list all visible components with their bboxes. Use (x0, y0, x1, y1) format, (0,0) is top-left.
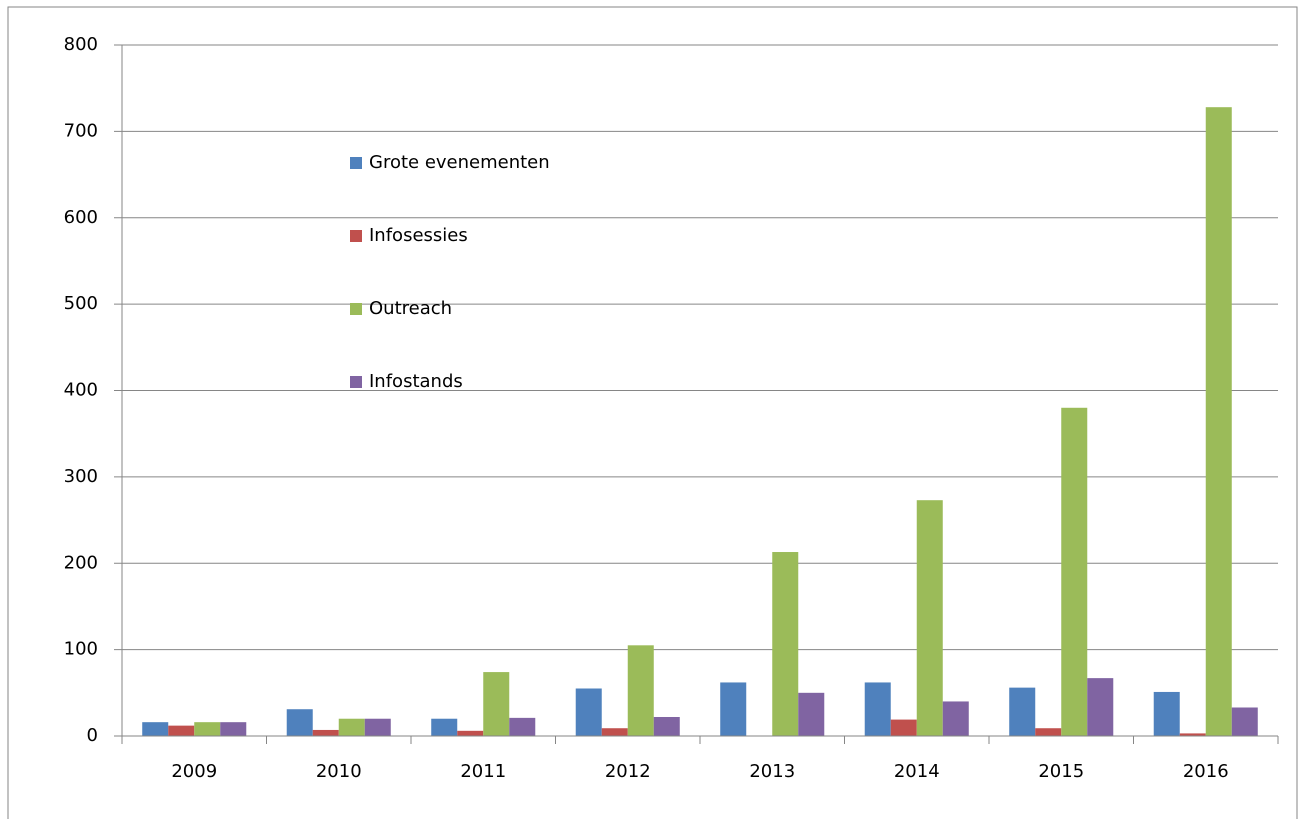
bar (627, 645, 654, 736)
y-tick-label: 100 (64, 639, 98, 660)
bar (483, 672, 510, 736)
y-tick-label: 500 (64, 293, 98, 314)
x-tick-label: 2014 (894, 761, 940, 782)
legend-label: Infostands (369, 371, 463, 392)
bar (1231, 707, 1258, 736)
legend-swatch (350, 303, 362, 315)
bar (653, 716, 680, 736)
y-tick-label: 200 (64, 552, 98, 573)
x-tick-label: 2016 (1183, 761, 1229, 782)
bar (1179, 733, 1206, 736)
x-tick-label: 2013 (749, 761, 795, 782)
bar (772, 552, 799, 736)
legend-swatch (350, 157, 362, 169)
legend-label: Infosessies (369, 225, 468, 246)
bar (338, 718, 365, 736)
bar (194, 722, 221, 736)
bar (142, 722, 169, 736)
bar (1205, 107, 1232, 736)
legend-swatch (350, 376, 362, 388)
bar (601, 728, 628, 736)
bar (864, 682, 891, 736)
x-tick-label: 2012 (605, 761, 651, 782)
bar (916, 500, 943, 736)
bar (168, 725, 195, 736)
y-tick-label: 800 (64, 34, 98, 55)
bar (1061, 407, 1088, 736)
bar (220, 722, 247, 736)
bar (364, 718, 391, 736)
legend-label: Grote evenementen (369, 152, 550, 173)
bar (457, 730, 484, 736)
bar (431, 718, 458, 736)
x-tick-label: 2015 (1038, 761, 1084, 782)
bar (1153, 691, 1180, 736)
y-tick-label: 300 (64, 466, 98, 487)
legend-label: Outreach (369, 298, 452, 319)
legend-swatch (350, 230, 362, 242)
bar (798, 692, 825, 736)
bar (1035, 728, 1062, 736)
bar (1009, 687, 1036, 736)
bar (312, 729, 339, 736)
y-tick-label: 400 (64, 380, 98, 401)
bar (890, 719, 917, 736)
bar (942, 701, 969, 736)
bar (509, 717, 536, 736)
y-tick-label: 700 (64, 120, 98, 141)
y-tick-label: 600 (64, 207, 98, 228)
chart-border (7, 6, 1298, 819)
y-tick-label: 0 (87, 725, 98, 746)
x-tick-label: 2010 (316, 761, 362, 782)
x-tick-label: 2011 (460, 761, 506, 782)
x-tick-label: 2009 (171, 761, 217, 782)
bar (1087, 678, 1114, 736)
bar (286, 709, 313, 736)
bar (720, 682, 747, 736)
bar (575, 688, 602, 736)
